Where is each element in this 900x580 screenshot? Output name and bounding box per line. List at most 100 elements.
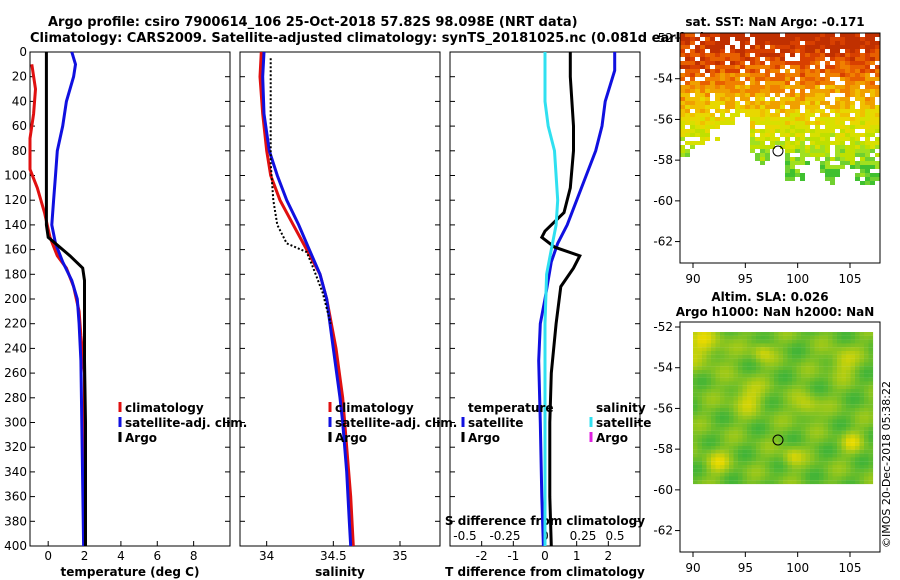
sla-cell bbox=[796, 411, 802, 416]
sst-cell bbox=[755, 61, 760, 65]
sla-cell bbox=[841, 468, 847, 473]
sla-cell bbox=[751, 354, 757, 359]
sla-cell bbox=[747, 373, 752, 378]
sst-cell bbox=[845, 105, 850, 109]
sla-cell bbox=[823, 442, 829, 447]
sla-cell bbox=[724, 392, 730, 397]
sst-cell bbox=[705, 129, 710, 133]
sla-cell bbox=[832, 446, 838, 450]
sst-cell bbox=[800, 37, 805, 41]
sla-cell bbox=[724, 446, 730, 450]
sla-cell bbox=[724, 404, 730, 409]
sst-cell bbox=[840, 85, 845, 89]
sla-cell bbox=[711, 430, 716, 435]
sst-cell bbox=[685, 121, 690, 125]
sla-cell bbox=[693, 339, 698, 344]
sla-cell bbox=[769, 396, 775, 401]
sla-cell bbox=[769, 351, 775, 355]
sla-cell bbox=[702, 438, 707, 443]
sst-cell bbox=[840, 109, 845, 113]
sla-cell bbox=[850, 457, 856, 462]
sst-cell bbox=[855, 161, 860, 165]
sla-cell bbox=[693, 427, 698, 431]
sla-cell bbox=[828, 472, 833, 477]
sst-cell bbox=[720, 49, 725, 53]
sla-cell bbox=[792, 442, 797, 447]
sst-cell bbox=[700, 125, 705, 129]
sla-cell bbox=[868, 354, 874, 359]
sst-cell bbox=[685, 73, 690, 77]
sst-cell bbox=[860, 145, 865, 149]
sst-cell bbox=[690, 117, 695, 121]
sst-cell bbox=[875, 89, 880, 93]
sla-cell bbox=[841, 400, 847, 405]
sst-cell bbox=[765, 121, 770, 125]
sla-cell bbox=[828, 408, 833, 412]
sla-cell bbox=[846, 332, 851, 336]
sla-cell bbox=[796, 430, 802, 435]
sla-cell bbox=[837, 453, 842, 458]
sst-cell bbox=[770, 85, 775, 89]
sst-cell bbox=[720, 97, 725, 101]
sla-cell bbox=[733, 411, 739, 416]
sla-cell bbox=[693, 347, 698, 352]
sla-cell bbox=[823, 351, 829, 355]
sst-cell bbox=[840, 129, 845, 133]
sla-cell bbox=[697, 404, 703, 409]
sla-cell bbox=[859, 389, 865, 393]
sla-cell bbox=[706, 446, 712, 450]
sst-cell bbox=[815, 105, 820, 109]
sst-cell bbox=[680, 145, 685, 149]
sst-cell bbox=[680, 101, 685, 105]
sst-cell bbox=[705, 45, 710, 49]
sla-cell bbox=[837, 366, 842, 371]
sst-cell bbox=[745, 105, 750, 109]
sla-cell bbox=[702, 408, 707, 412]
sla-cell bbox=[868, 377, 874, 382]
sla-cell bbox=[805, 396, 811, 401]
sla-cell bbox=[864, 332, 869, 336]
sst-cell bbox=[760, 141, 765, 145]
sst-cell bbox=[810, 77, 815, 81]
sla-cell bbox=[751, 411, 757, 416]
sla-cell bbox=[846, 411, 851, 416]
sst-cell bbox=[735, 65, 740, 69]
sla-cell bbox=[828, 385, 833, 390]
sla-cell bbox=[769, 400, 775, 405]
sst-cell bbox=[695, 69, 700, 73]
sst-cell bbox=[765, 129, 770, 133]
sla-cell bbox=[751, 446, 757, 450]
sla-cell bbox=[715, 438, 721, 443]
sla-cell bbox=[801, 476, 806, 481]
sst-cell bbox=[765, 33, 770, 37]
sst-cell bbox=[725, 121, 730, 125]
sla-cell bbox=[711, 347, 716, 352]
sla-cell bbox=[823, 339, 829, 344]
sst-cell bbox=[855, 69, 860, 73]
sla-cell bbox=[796, 377, 802, 382]
sla-cell bbox=[810, 476, 815, 481]
sst-cell bbox=[790, 133, 795, 137]
sst-cell bbox=[790, 161, 795, 165]
sst-cell bbox=[810, 53, 815, 57]
sla-cell bbox=[859, 438, 865, 443]
difference-xlabel: T difference from climatology bbox=[445, 565, 645, 579]
sst-cell bbox=[790, 169, 795, 173]
sla-cell bbox=[711, 370, 716, 374]
sst-cell bbox=[720, 33, 725, 37]
sst-cell bbox=[860, 81, 865, 85]
sla-cell bbox=[783, 468, 788, 473]
sst-cell bbox=[785, 129, 790, 133]
sla-cell bbox=[697, 472, 703, 477]
sla-cell bbox=[792, 366, 797, 371]
sst-cell bbox=[865, 137, 870, 141]
sla-cell bbox=[751, 381, 757, 386]
sla-cell bbox=[841, 366, 847, 371]
sla-cell bbox=[787, 434, 793, 439]
sst-cell bbox=[865, 173, 870, 177]
sst-cell bbox=[815, 145, 820, 149]
sla-cell bbox=[706, 377, 712, 382]
sst-cell bbox=[795, 97, 800, 101]
sla-cell bbox=[760, 423, 766, 428]
sst-cell bbox=[800, 137, 805, 141]
